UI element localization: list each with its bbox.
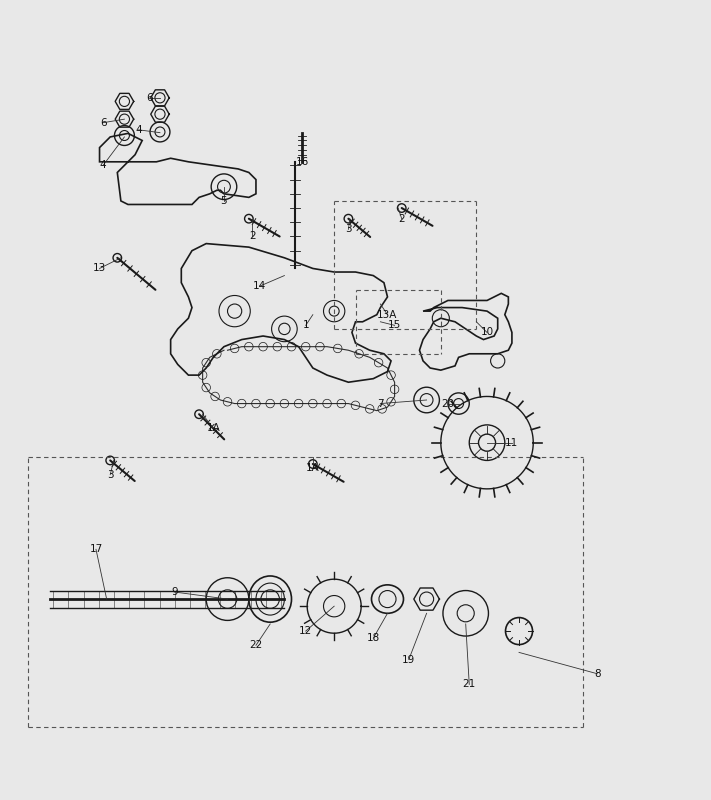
Text: 13: 13	[93, 263, 106, 274]
Text: 7: 7	[377, 398, 384, 409]
Text: 14: 14	[253, 282, 266, 291]
Text: 22: 22	[250, 640, 262, 650]
Text: 12: 12	[299, 626, 312, 636]
Text: 21: 21	[463, 679, 476, 690]
Text: 2: 2	[398, 214, 405, 224]
Text: 6: 6	[146, 93, 153, 103]
Text: 19: 19	[402, 654, 415, 665]
Text: 1: 1	[302, 320, 309, 330]
Text: 15: 15	[388, 320, 401, 330]
Text: 17: 17	[90, 544, 102, 554]
Text: 11: 11	[506, 438, 518, 448]
Text: 10: 10	[481, 327, 493, 338]
Text: 13A: 13A	[378, 310, 397, 320]
Text: 16: 16	[296, 157, 309, 167]
Text: 20: 20	[442, 398, 454, 409]
Text: 1A: 1A	[306, 462, 320, 473]
Text: 8: 8	[594, 669, 601, 678]
Text: 6: 6	[100, 118, 107, 128]
Text: 3: 3	[345, 224, 352, 234]
Text: 4: 4	[135, 125, 142, 135]
Text: 9: 9	[171, 587, 178, 597]
Text: 1A: 1A	[206, 423, 220, 434]
Text: 4: 4	[100, 160, 107, 170]
Text: 5: 5	[220, 196, 228, 206]
Text: 2: 2	[249, 231, 256, 242]
Text: 18: 18	[367, 633, 380, 643]
Text: 3: 3	[107, 470, 114, 480]
